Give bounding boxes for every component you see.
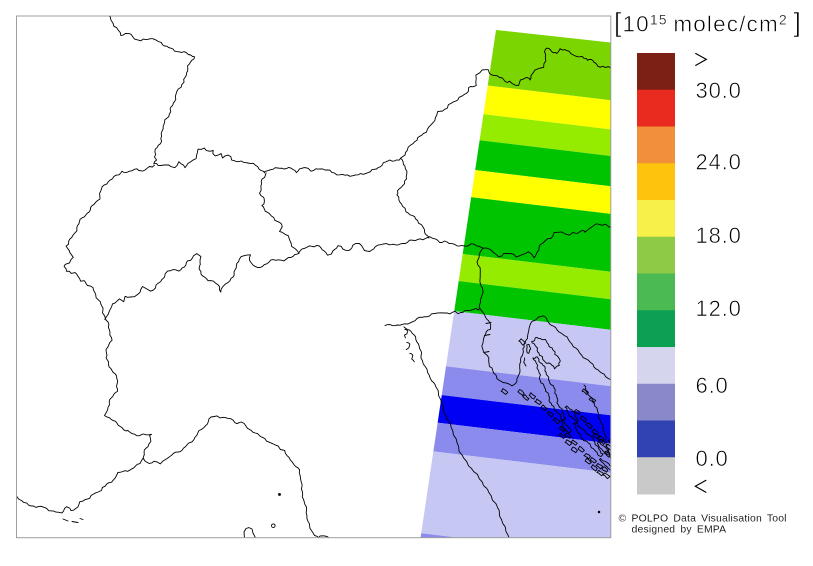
svg-text:designed by EMPA: designed by EMPA (632, 525, 727, 536)
svg-text:30.0: 30.0 (696, 78, 742, 103)
svg-text:24.0: 24.0 (696, 150, 742, 175)
svg-text:18.0: 18.0 (696, 223, 742, 248)
svg-text:0.0: 0.0 (696, 446, 729, 471)
svg-text:© POLPO Data Visualisation Too: © POLPO Data Visualisation Tool (619, 513, 787, 524)
svg-text:6.0: 6.0 (696, 373, 729, 398)
svg-text:[1015 molec/cm2 ]: [1015 molec/cm2 ] (614, 7, 802, 37)
svg-text:12.0: 12.0 (696, 296, 742, 321)
